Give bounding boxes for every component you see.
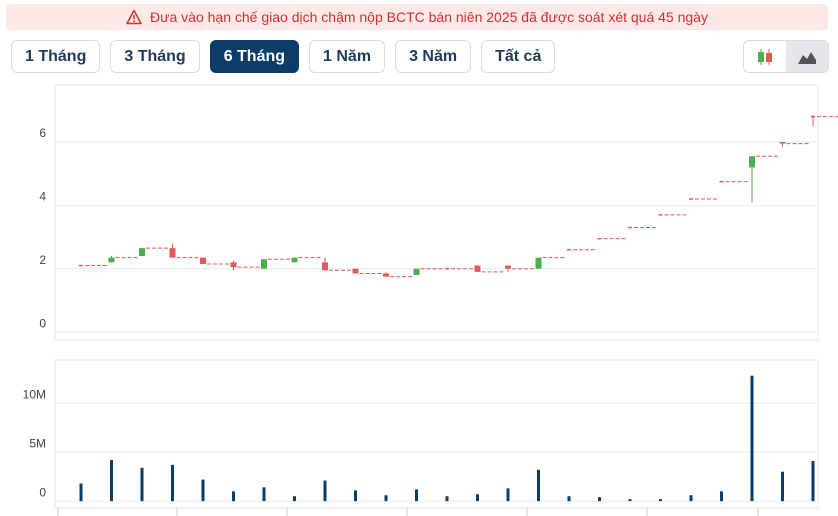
volume-bar — [384, 495, 388, 502]
panel-frame — [54, 84, 819, 341]
panel-frame — [54, 359, 819, 509]
candle-body — [749, 156, 755, 168]
candle-body — [352, 268, 359, 274]
range-button[interactable]: 6 Tháng — [209, 40, 300, 73]
volume-bar — [628, 499, 632, 502]
volume-bar — [201, 479, 205, 502]
candle-body — [535, 257, 542, 269]
range-button[interactable]: 3 Năm — [395, 40, 472, 73]
candle-body — [200, 257, 206, 264]
range-buttons: 1 Tháng 3 Tháng 6 Tháng 1 Năm 3 Năm Tất cả — [11, 40, 556, 73]
y-tick-label: 0 — [39, 316, 46, 330]
candle-body — [474, 265, 481, 272]
candle-body — [108, 257, 115, 263]
volume-bar — [781, 471, 784, 502]
y-tick-label: 2 — [39, 253, 46, 267]
volume-bar — [811, 460, 815, 502]
warning-banner: Đưa vào hạn chế giao dịch chậm nộp BCTC … — [6, 4, 828, 30]
volume-bar — [110, 459, 113, 502]
volume-bar — [79, 483, 83, 502]
volume-bar — [262, 487, 266, 502]
volume-bar — [506, 488, 510, 502]
y-tick-label: 5M — [29, 436, 46, 450]
volume-bar — [567, 496, 571, 502]
volume-bar — [598, 497, 601, 502]
candle-icon[interactable] — [744, 41, 786, 72]
volume-bar — [415, 489, 418, 502]
volume-bar — [720, 491, 723, 502]
volume-bar — [323, 480, 327, 502]
range-button[interactable]: 1 Năm — [309, 40, 386, 73]
range-button[interactable]: 3 Tháng — [110, 40, 200, 73]
candle-body — [261, 259, 267, 269]
volume-bar — [445, 496, 449, 502]
range-button[interactable]: 1 Tháng — [11, 40, 101, 73]
candle-body — [169, 248, 176, 258]
volume-bar — [476, 494, 479, 502]
candle-body — [779, 142, 786, 144]
volume-bar — [171, 464, 174, 502]
range-button[interactable]: Tất cả — [481, 40, 556, 73]
chart-type-toggle — [743, 40, 829, 73]
volume-bar — [140, 467, 144, 502]
banner-text: Đưa vào hạn chế giao dịch chậm nộp BCTC … — [150, 9, 708, 25]
warning-icon — [126, 9, 142, 25]
candle-body — [505, 265, 511, 269]
y-tick-label: 10M — [23, 387, 46, 401]
candle-body — [383, 273, 389, 277]
candle-body — [291, 257, 298, 263]
y-tick-label: 4 — [39, 190, 46, 204]
volume-bar — [750, 375, 754, 502]
candle-body — [230, 262, 237, 268]
area-icon[interactable] — [786, 41, 828, 72]
volume-bar — [537, 469, 540, 502]
volume-bar — [354, 490, 357, 502]
volume-bar — [659, 499, 662, 502]
volume-bar — [232, 491, 235, 502]
y-tick-label: 6 — [39, 126, 46, 140]
y-tick-label: 0 — [39, 485, 46, 499]
volume-bar — [293, 496, 296, 502]
volume-bar — [689, 495, 693, 502]
candle-body — [139, 248, 145, 257]
candle-body — [413, 268, 420, 276]
candle-body — [322, 262, 328, 271]
